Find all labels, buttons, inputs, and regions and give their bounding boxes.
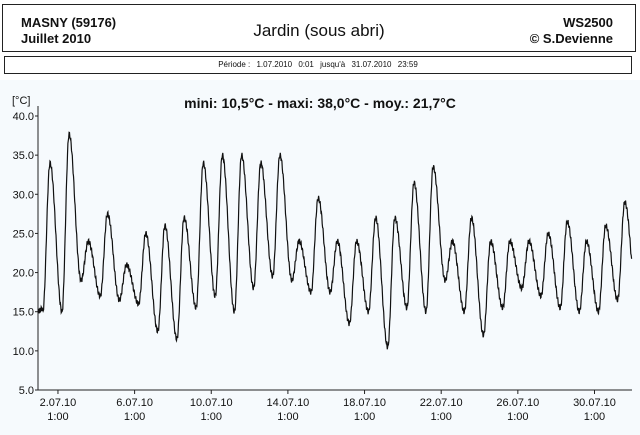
- chart-location-title: Jardin (sous abri): [253, 21, 385, 40]
- chart-area: mini: 10,5°C - maxi: 38,0°C - moy.: 21,7…: [0, 80, 640, 435]
- station-name: MASNY (59176): [21, 15, 117, 30]
- x-tick-label: 18.07.10: [343, 397, 386, 409]
- month-label: Juillet 2010: [21, 31, 92, 46]
- header-left: MASNY (59176) Juillet 2010: [21, 15, 116, 47]
- x-tick-time-label: 1:00: [277, 411, 298, 423]
- period-end-time: 23:59: [397, 60, 418, 69]
- temperature-series-line: [37, 131, 633, 350]
- chart-subtitle: mini: 10,5°C - maxi: 38,0°C - moy.: 21,7…: [184, 95, 456, 111]
- y-tick-label: 35.0: [13, 150, 34, 162]
- x-tick-label: 22.07.10: [420, 397, 463, 409]
- header-right: WS2500 © S.Devienne: [530, 15, 613, 47]
- x-tick-label: 26.07.10: [496, 397, 539, 409]
- device-name: WS2500: [563, 15, 613, 30]
- copyright: © S.Devienne: [529, 31, 613, 46]
- x-tick-label: 2.07.10: [40, 397, 77, 409]
- x-tick-time-label: 1:00: [354, 411, 375, 423]
- period-end-date: 31.07.2010: [351, 60, 392, 69]
- y-tick-label: 40.0: [13, 111, 34, 123]
- y-tick-label: 20.0: [13, 268, 34, 280]
- x-tick-time-label: 1:00: [47, 411, 68, 423]
- y-tick-label: 10.0: [13, 346, 34, 358]
- header-box: MASNY (59176) Juillet 2010 Jardin (sous …: [2, 4, 636, 52]
- period-start-date: 1.07.2010: [256, 60, 293, 69]
- x-tick-label: 10.07.10: [190, 397, 233, 409]
- period-start-time: 0:01: [298, 60, 314, 69]
- x-tick-time-label: 1:00: [124, 411, 145, 423]
- temperature-chart: mini: 10,5°C - maxi: 38,0°C - moy.: 21,7…: [12, 95, 633, 423]
- x-tick-label: 6.07.10: [116, 397, 153, 409]
- x-tick-time-label: 1:00: [430, 411, 451, 423]
- y-tick-label: 15.0: [13, 307, 34, 319]
- period-label: Période :: [218, 60, 251, 69]
- period-until: jusqu'à: [320, 60, 346, 69]
- y-tick-label: 5.0: [19, 385, 34, 397]
- x-tick-time-label: 1:00: [584, 411, 605, 423]
- period-box: Période : 1.07.2010 0:01 jusqu'à 31.07.2…: [4, 56, 632, 74]
- y-axis-label: [°C]: [12, 95, 30, 107]
- x-tick-label: 30.07.10: [573, 397, 616, 409]
- y-tick-label: 30.0: [13, 189, 34, 201]
- x-tick-time-label: 1:00: [507, 411, 528, 423]
- x-tick-time-label: 1:00: [201, 411, 222, 423]
- x-tick-label: 14.07.10: [266, 397, 309, 409]
- y-tick-label: 25.0: [13, 228, 34, 240]
